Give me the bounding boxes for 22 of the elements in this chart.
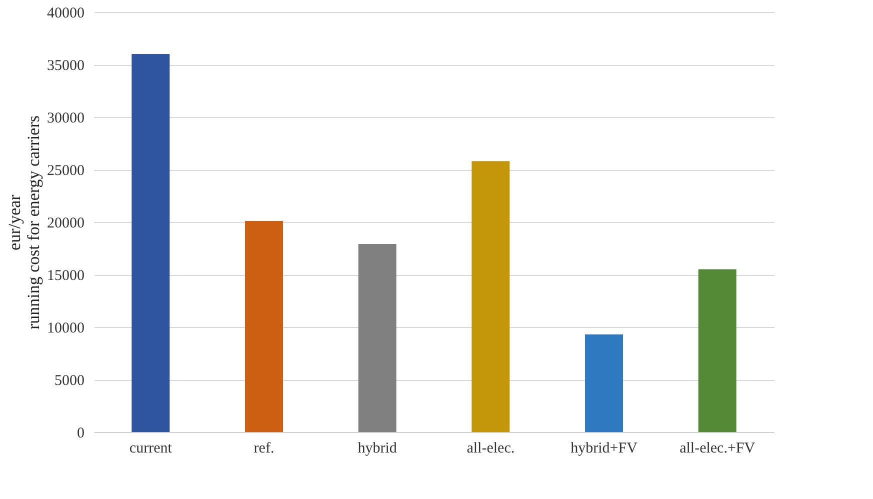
x-tick-label: all-elec. [466, 440, 515, 456]
x-tick-label: current [129, 440, 173, 456]
bar [472, 161, 510, 432]
y-tick-label: 0 [77, 426, 84, 442]
bar [585, 334, 623, 432]
y-tick-label: 35000 [47, 58, 84, 74]
y-axis-title: eur/year running cost for energy carriers [5, 116, 43, 330]
bar [358, 244, 396, 432]
x-tick-label: hybrid+FV [570, 440, 638, 456]
y-tick-label: 30000 [47, 110, 84, 126]
x-tick-label: ref. [254, 440, 274, 456]
bar [245, 220, 283, 432]
bar [698, 269, 736, 432]
x-tick-label: all-elec.+FV [680, 440, 756, 456]
y-tick-label: 10000 [47, 320, 84, 336]
y-tick-label: 20000 [47, 216, 84, 232]
y-tick-label: 40000 [47, 6, 84, 22]
x-tick-label: hybrid [358, 440, 398, 456]
y-tick-label: 15000 [47, 268, 84, 284]
bar [132, 54, 170, 432]
y-tick-label: 5000 [54, 373, 84, 389]
y-tick-label: 25000 [47, 163, 84, 179]
